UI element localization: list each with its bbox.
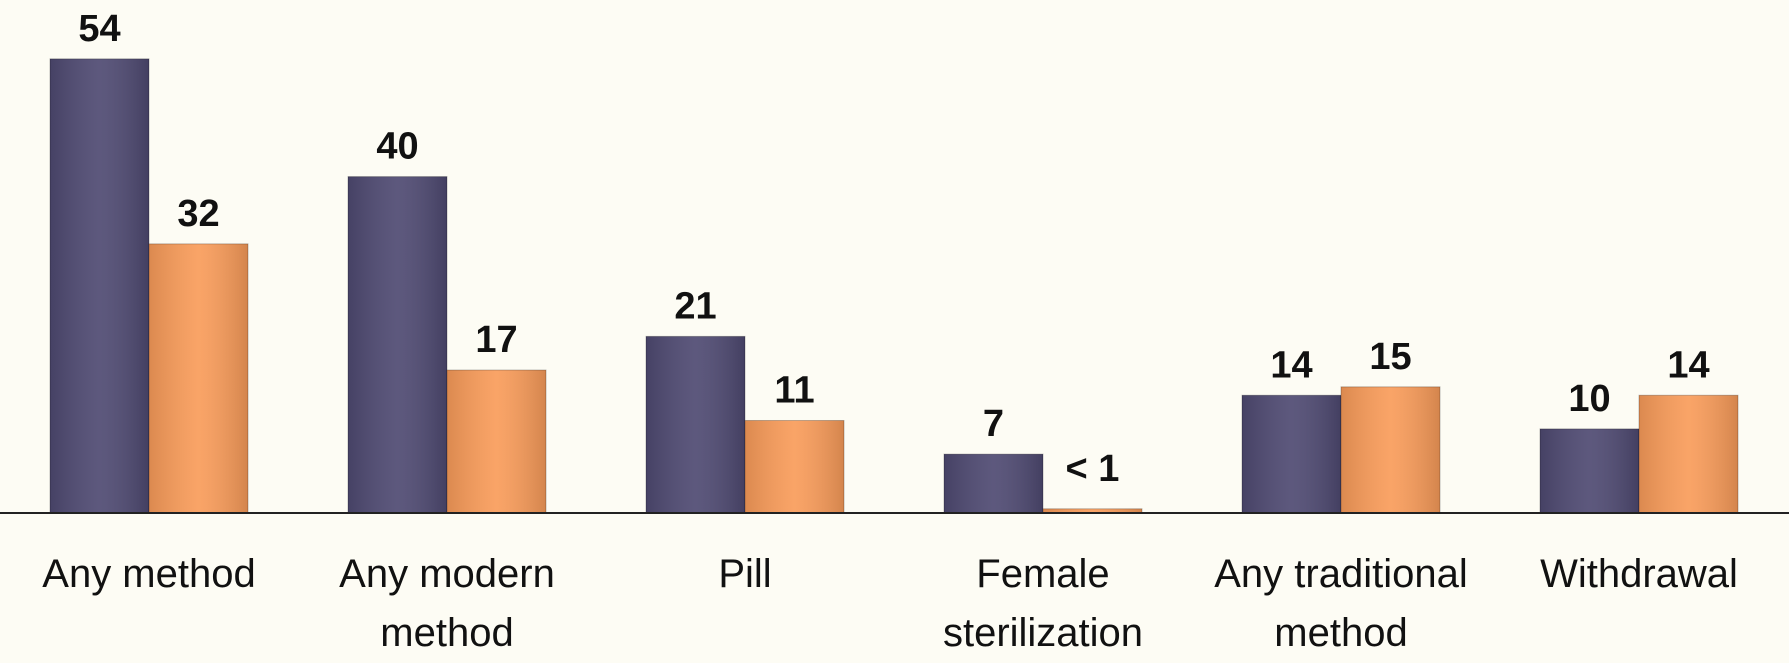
bar: [49, 58, 150, 514]
value-label: 10: [1568, 378, 1610, 420]
bar: [148, 243, 249, 514]
value-label: 21: [674, 285, 716, 327]
value-label: < 1: [1066, 448, 1120, 490]
value-label: 40: [376, 126, 418, 168]
bar: [347, 176, 448, 514]
bar: [446, 369, 547, 514]
bar: [943, 453, 1044, 514]
value-label: 17: [475, 319, 517, 361]
x-tick-label: Any method: [42, 552, 256, 596]
bar: [645, 335, 746, 514]
bar: [1340, 386, 1441, 514]
bar: [1539, 428, 1640, 514]
x-tick-label: Any modern method: [339, 552, 555, 655]
value-label: 7: [983, 403, 1004, 445]
value-label: 54: [78, 8, 120, 50]
value-label: 11: [774, 369, 814, 411]
bar: [1638, 394, 1739, 514]
x-tick-label: Pill: [718, 552, 772, 596]
value-label: 32: [177, 193, 219, 235]
value-label: 15: [1369, 336, 1411, 378]
bar: [1241, 394, 1342, 514]
value-label: 14: [1667, 344, 1709, 386]
value-label: 14: [1270, 344, 1312, 386]
x-tick-label: Female sterilization: [942, 552, 1144, 655]
x-tick-label: Any traditional method: [1214, 552, 1468, 655]
bar: [744, 419, 845, 514]
x-tick-label: Withdrawal: [1540, 552, 1738, 596]
